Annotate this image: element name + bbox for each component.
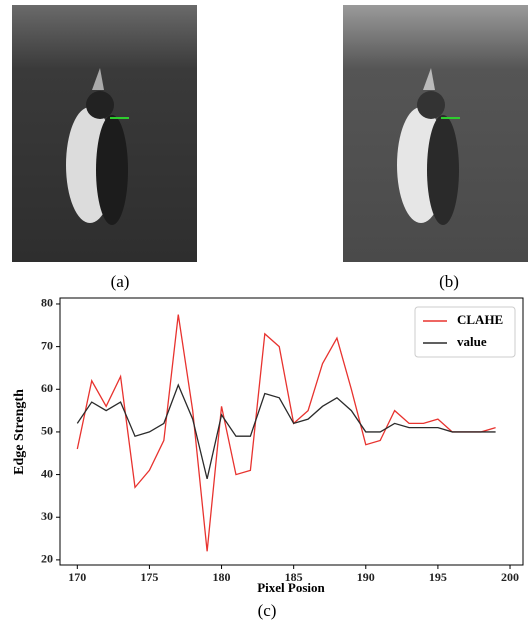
y-tick-label: 60 (41, 381, 53, 395)
x-tick-label: 190 (357, 570, 375, 584)
x-axis-label: Pixel Posion (257, 580, 325, 595)
x-tick-label: 170 (68, 570, 86, 584)
y-tick-label: 70 (41, 338, 53, 352)
x-tick-label: 195 (429, 570, 447, 584)
y-tick-label: 40 (41, 466, 53, 480)
y-tick-label: 20 (41, 552, 53, 566)
photo-b (343, 5, 528, 262)
x-tick-label: 185 (285, 570, 303, 584)
caption: (b) (439, 272, 459, 291)
photo-a (12, 5, 197, 262)
series-line (76, 383, 496, 479)
caption: (a) (111, 272, 130, 291)
x-tick-label: 180 (213, 570, 231, 584)
y-tick-label: 80 (41, 296, 53, 310)
legend-label: value (457, 334, 487, 349)
y-axis-label: Edge Strength (12, 389, 27, 475)
x-tick-label: 175 (140, 570, 158, 584)
y-tick-label: 30 (41, 509, 53, 523)
series-line (76, 314, 496, 552)
y-tick-label: 50 (41, 424, 53, 438)
x-tick-label: 200 (501, 570, 519, 584)
caption: (c) (258, 601, 277, 620)
legend-box (414, 306, 516, 358)
legend-label: CLAHE (457, 312, 503, 327)
